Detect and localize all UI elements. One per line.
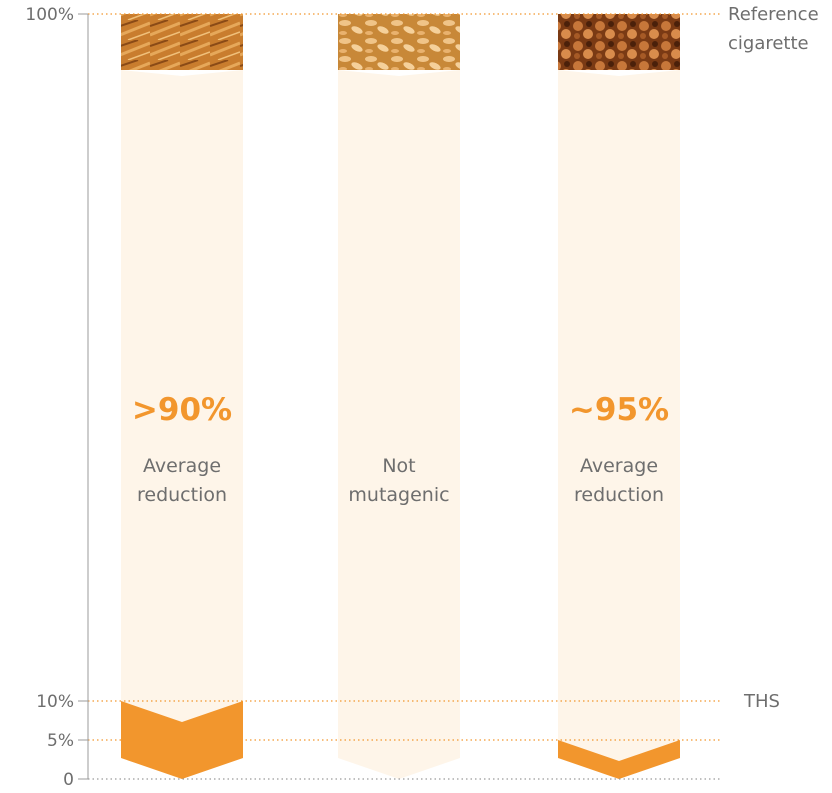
bar-top-image: [558, 14, 680, 70]
reference-label: THS: [743, 691, 780, 712]
y-tick-label: 10%: [36, 692, 74, 712]
bar-caption: Not: [382, 455, 415, 477]
bar-highlight-value: ~95%: [569, 392, 669, 428]
bar-background: [558, 70, 680, 779]
y-tick-label: 0: [63, 770, 74, 790]
bar-ths-segment: [558, 740, 680, 779]
bar-caption: mutagenic: [348, 484, 449, 506]
bar-background: [338, 70, 460, 779]
y-tick-label: 100%: [25, 5, 74, 25]
reference-label: Reference: [728, 4, 819, 25]
y-tick-label: 5%: [47, 731, 74, 751]
reference-label: cigarette: [728, 33, 809, 54]
bar-caption: Average: [143, 455, 221, 477]
bar-caption: Average: [580, 455, 658, 477]
bar-top-image: [121, 14, 243, 70]
bar-ths-segment: [121, 701, 243, 779]
bar-highlight-value: >90%: [132, 392, 232, 428]
bar-caption: reduction: [137, 484, 227, 506]
bar-background: [121, 70, 243, 779]
bar-caption: reduction: [574, 484, 664, 506]
bar-top-image: [338, 14, 460, 70]
